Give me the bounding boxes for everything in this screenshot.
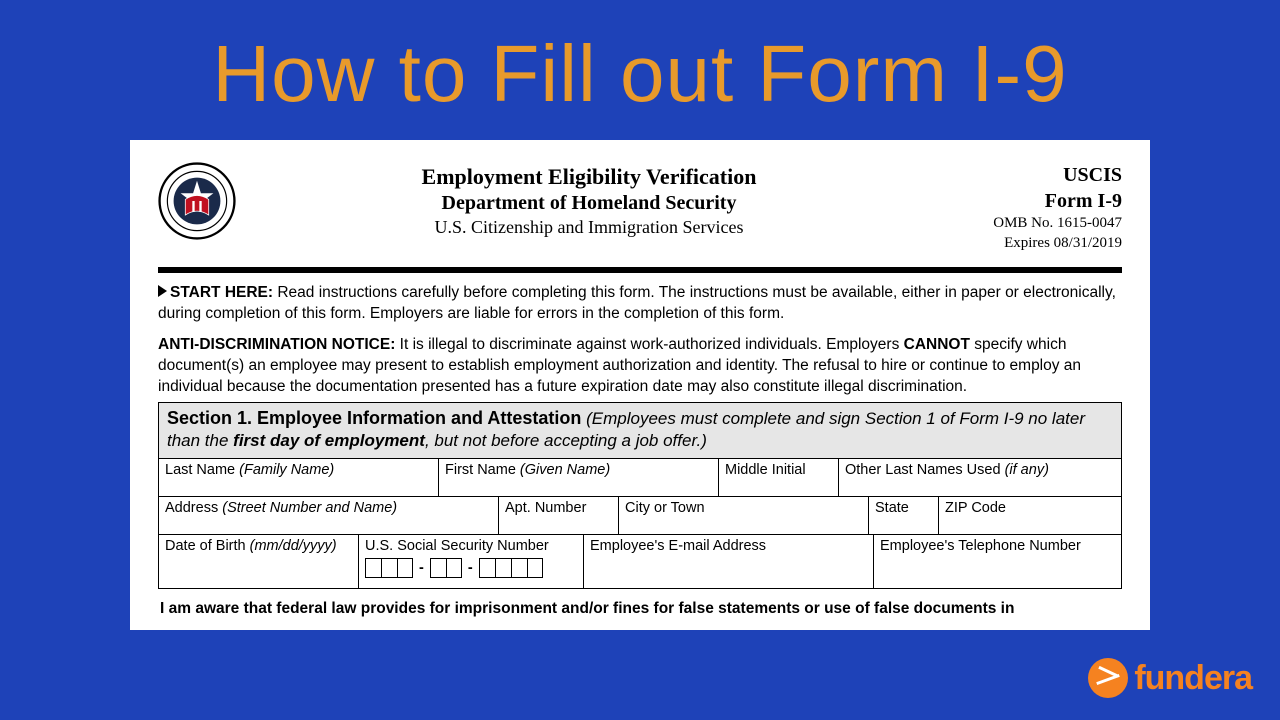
apt-field[interactable]: Apt. Number	[499, 497, 619, 534]
fundera-logo: fundera	[1088, 658, 1252, 698]
ssn-label: U.S. Social Security Number	[365, 538, 549, 554]
fundera-logo-icon	[1088, 658, 1128, 698]
phone-label: Employee's Telephone Number	[880, 538, 1081, 554]
state-field[interactable]: State	[869, 497, 939, 534]
form-document: Employment Eligibility Verification Depa…	[130, 140, 1150, 630]
email-field[interactable]: Employee's E-mail Address	[584, 535, 874, 588]
start-here-text: Read instructions carefully before compl…	[158, 284, 1116, 322]
header-rule	[158, 267, 1122, 273]
dhs-seal-icon	[158, 162, 236, 240]
address-hint: (Street Number and Name)	[222, 500, 397, 516]
omb-number: OMB No. 1615-0047	[942, 214, 1122, 234]
form-header: Employment Eligibility Verification Depa…	[158, 162, 1122, 261]
expiry-date: Expires 08/31/2019	[942, 234, 1122, 254]
zip-field[interactable]: ZIP Code	[939, 497, 1121, 534]
last-name-label: Last Name	[165, 462, 239, 478]
zip-label: ZIP Code	[945, 500, 1006, 516]
city-label: City or Town	[625, 500, 705, 516]
dob-hint: (mm/dd/yyyy)	[250, 538, 337, 554]
state-label: State	[875, 500, 909, 516]
section-1-instruction-2: , but not before accepting a job offer.)	[425, 431, 707, 450]
apt-label: Apt. Number	[505, 500, 586, 516]
last-name-field[interactable]: Last Name (Family Name)	[159, 459, 439, 496]
dob-label: Date of Birth	[165, 538, 250, 554]
dob-field[interactable]: Date of Birth (mm/dd/yyyy)	[159, 535, 359, 588]
first-name-field[interactable]: First Name (Given Name)	[439, 459, 719, 496]
middle-initial-field[interactable]: Middle Initial	[719, 459, 839, 496]
form-title-line3: U.S. Citizenship and Immigration Service…	[236, 217, 942, 238]
page-title: How to Fill out Form I-9	[0, 0, 1280, 140]
section-1-box: Section 1. Employee Information and Atte…	[158, 402, 1122, 589]
other-names-label: Other Last Names Used	[845, 462, 1005, 478]
phone-field[interactable]: Employee's Telephone Number	[874, 535, 1121, 588]
field-row-2: Address (Street Number and Name) Apt. Nu…	[159, 497, 1121, 535]
other-names-field[interactable]: Other Last Names Used (if any)	[839, 459, 1121, 496]
field-row-1: Last Name (Family Name) First Name (Give…	[159, 459, 1121, 497]
start-here-paragraph: START HERE: Read instructions carefully …	[158, 283, 1122, 325]
first-name-label: First Name	[445, 462, 520, 478]
form-header-center: Employment Eligibility Verification Depa…	[236, 162, 942, 238]
city-field[interactable]: City or Town	[619, 497, 869, 534]
form-header-right: USCIS Form I-9 OMB No. 1615-0047 Expires…	[942, 162, 1122, 253]
form-number: Form I-9	[942, 188, 1122, 214]
section-1-instruction-bold: first day of employment	[233, 431, 425, 450]
address-field[interactable]: Address (Street Number and Name)	[159, 497, 499, 534]
field-row-3: Date of Birth (mm/dd/yyyy) U.S. Social S…	[159, 535, 1121, 588]
anti-cannot: CANNOT	[904, 336, 970, 353]
anti-text-1: It is illegal to discriminate against wo…	[395, 336, 903, 353]
other-names-hint: (if any)	[1005, 462, 1049, 478]
fundera-logo-text: fundera	[1134, 659, 1252, 698]
email-label: Employee's E-mail Address	[590, 538, 766, 554]
anti-discrimination-paragraph: ANTI-DISCRIMINATION NOTICE: It is illega…	[158, 335, 1122, 398]
first-name-hint: (Given Name)	[520, 462, 610, 478]
uscis-label: USCIS	[942, 162, 1122, 188]
start-here-label: START HERE:	[170, 284, 273, 301]
triangle-icon	[158, 285, 167, 297]
form-title-line2: Department of Homeland Security	[236, 192, 942, 215]
aware-statement: I am aware that federal law provides for…	[158, 589, 1122, 620]
section-1-header: Section 1. Employee Information and Atte…	[159, 403, 1121, 459]
anti-label: ANTI-DISCRIMINATION NOTICE:	[158, 336, 395, 353]
section-1-title: Section 1. Employee Information and Atte…	[167, 408, 581, 428]
address-label: Address	[165, 500, 222, 516]
ssn-field[interactable]: U.S. Social Security Number - -	[359, 535, 584, 588]
ssn-boxes: - -	[365, 558, 543, 578]
form-title-line1: Employment Eligibility Verification	[236, 164, 942, 190]
last-name-hint: (Family Name)	[239, 462, 334, 478]
middle-initial-label: Middle Initial	[725, 462, 806, 478]
